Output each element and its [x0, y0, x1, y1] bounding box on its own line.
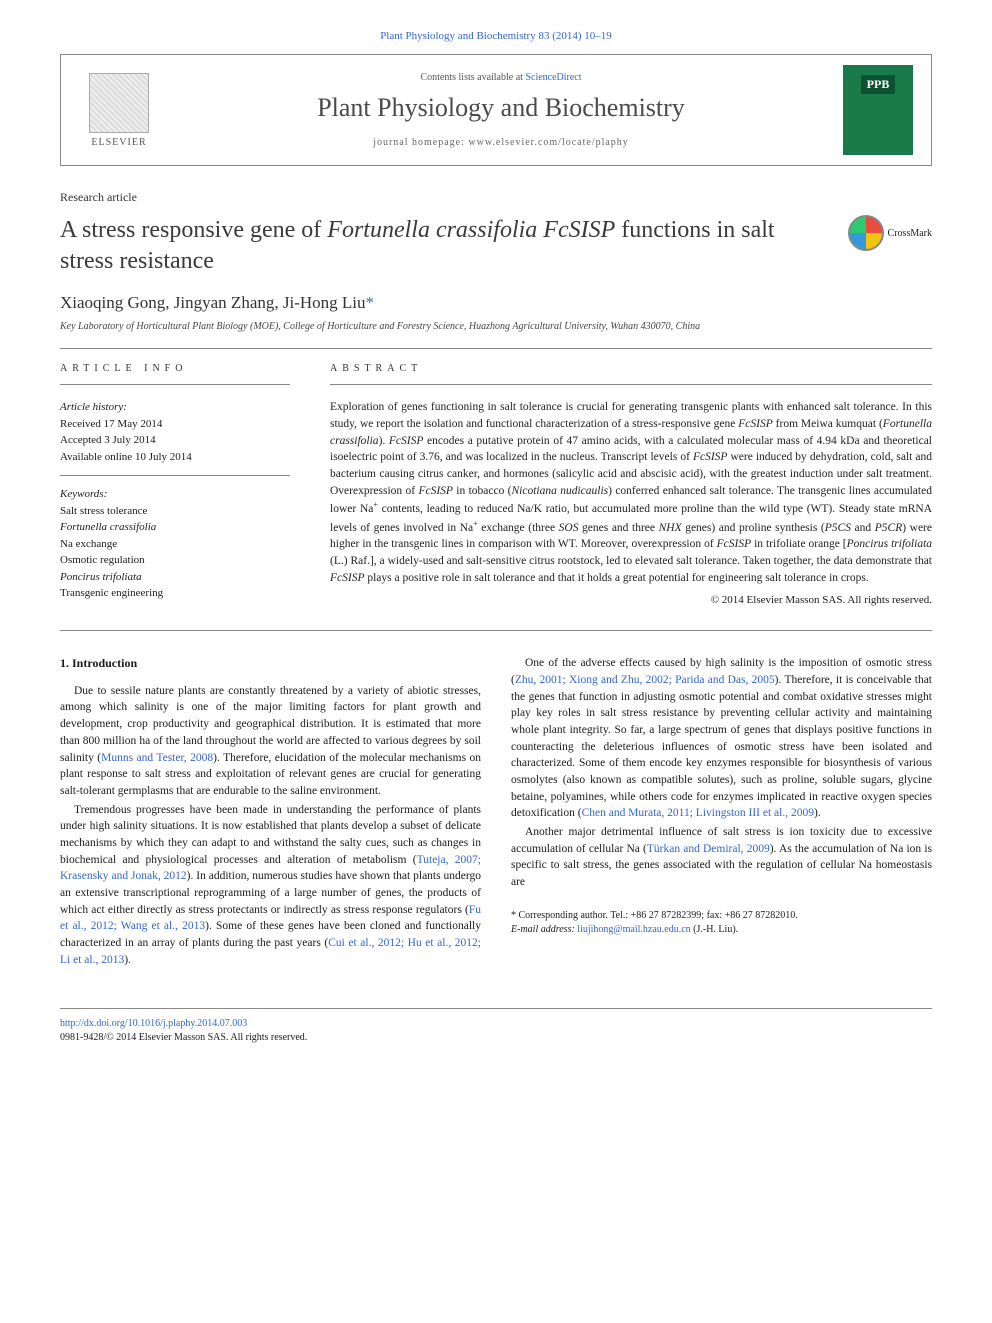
- header-center: Contents lists available at ScienceDirec…: [159, 72, 843, 148]
- keyword-item: Transgenic engineering: [60, 585, 290, 602]
- mid-divider: [60, 630, 932, 631]
- title-row: A stress responsive gene of Fortunella c…: [60, 215, 932, 277]
- abstract-column: ABSTRACT Exploration of genes functionin…: [330, 363, 932, 606]
- abstract-copyright: © 2014 Elsevier Masson SAS. All rights r…: [330, 594, 932, 606]
- abstract-label: ABSTRACT: [330, 363, 932, 374]
- top-citation: Plant Physiology and Biochemistry 83 (20…: [60, 30, 932, 42]
- info-abstract-row: ARTICLE INFO Article history: Received 1…: [60, 363, 932, 606]
- received-date: Received 17 May 2014: [60, 416, 290, 433]
- keywords-label: Keywords:: [60, 486, 290, 503]
- doi-link[interactable]: http://dx.doi.org/10.1016/j.plaphy.2014.…: [60, 1018, 247, 1029]
- corresponding-author-note: * Corresponding author. Tel.: +86 27 872…: [511, 909, 932, 937]
- intro-heading: 1. Introduction: [60, 655, 481, 672]
- article-type: Research article: [60, 190, 932, 205]
- footer: http://dx.doi.org/10.1016/j.plaphy.2014.…: [60, 1008, 932, 1045]
- homepage-url[interactable]: www.elsevier.com/locate/plaphy: [468, 137, 628, 148]
- sciencedirect-link[interactable]: ScienceDirect: [525, 72, 581, 83]
- divider: [330, 384, 932, 385]
- keywords-list: Salt stress toleranceFortunella crassifo…: [60, 503, 290, 602]
- homepage-label: journal homepage:: [373, 137, 468, 148]
- abstract-text: Exploration of genes functioning in salt…: [330, 399, 932, 586]
- crossmark[interactable]: CrossMark: [848, 215, 932, 251]
- email-label: E-mail address:: [511, 924, 577, 935]
- journal-homepage: journal homepage: www.elsevier.com/locat…: [169, 137, 833, 148]
- contents-prefix: Contents lists available at: [420, 72, 525, 83]
- divider: [60, 348, 932, 349]
- history-label: Article history:: [60, 399, 290, 416]
- online-date: Available online 10 July 2014: [60, 449, 290, 466]
- journal-cover: PPB: [843, 65, 913, 155]
- authors: Xiaoqing Gong, Jingyan Zhang, Ji-Hong Li…: [60, 293, 932, 313]
- contents-available: Contents lists available at ScienceDirec…: [169, 72, 833, 83]
- article-info-label: ARTICLE INFO: [60, 363, 290, 374]
- article-info-column: ARTICLE INFO Article history: Received 1…: [60, 363, 290, 606]
- journal-header: ELSEVIER Contents lists available at Sci…: [60, 54, 932, 166]
- keywords: Keywords: Salt stress toleranceFortunell…: [60, 486, 290, 602]
- article-history: Article history: Received 17 May 2014 Ac…: [60, 399, 290, 476]
- issn-copyright: 0981-9428/© 2014 Elsevier Masson SAS. Al…: [60, 1031, 932, 1045]
- elsevier-tree-icon: [89, 73, 149, 133]
- intro-paragraph: Tremendous progresses have been made in …: [60, 802, 481, 969]
- corr-email-link[interactable]: liujihong@mail.hzau.edu.cn: [577, 924, 690, 935]
- article-title: A stress responsive gene of Fortunella c…: [60, 215, 848, 277]
- elsevier-logo: ELSEVIER: [79, 65, 159, 155]
- journal-name: Plant Physiology and Biochemistry: [169, 93, 833, 123]
- body-text: 1. Introduction Due to sessile nature pl…: [60, 655, 932, 968]
- keyword-item: Na exchange: [60, 536, 290, 553]
- keyword-item: Osmotic regulation: [60, 552, 290, 569]
- publisher-name: ELSEVIER: [91, 137, 146, 148]
- intro-paragraph: Another major detrimental influence of s…: [511, 824, 932, 891]
- cover-acronym: PPB: [861, 75, 896, 94]
- corr-contact: * Corresponding author. Tel.: +86 27 872…: [511, 909, 932, 923]
- keyword-item: Fortunella crassifolia: [60, 519, 290, 536]
- crossmark-icon: [848, 215, 884, 251]
- corr-email-line: E-mail address: liujihong@mail.hzau.edu.…: [511, 923, 932, 937]
- divider: [60, 384, 290, 385]
- intro-paragraph: One of the adverse effects caused by hig…: [511, 655, 932, 822]
- crossmark-label: CrossMark: [888, 228, 932, 239]
- keyword-item: Salt stress tolerance: [60, 503, 290, 520]
- affiliation: Key Laboratory of Horticultural Plant Bi…: [60, 321, 932, 332]
- intro-paragraph: Due to sessile nature plants are constan…: [60, 683, 481, 800]
- email-suffix: (J.-H. Liu).: [691, 924, 739, 935]
- keyword-item: Poncirus trifoliata: [60, 569, 290, 586]
- accepted-date: Accepted 3 July 2014: [60, 432, 290, 449]
